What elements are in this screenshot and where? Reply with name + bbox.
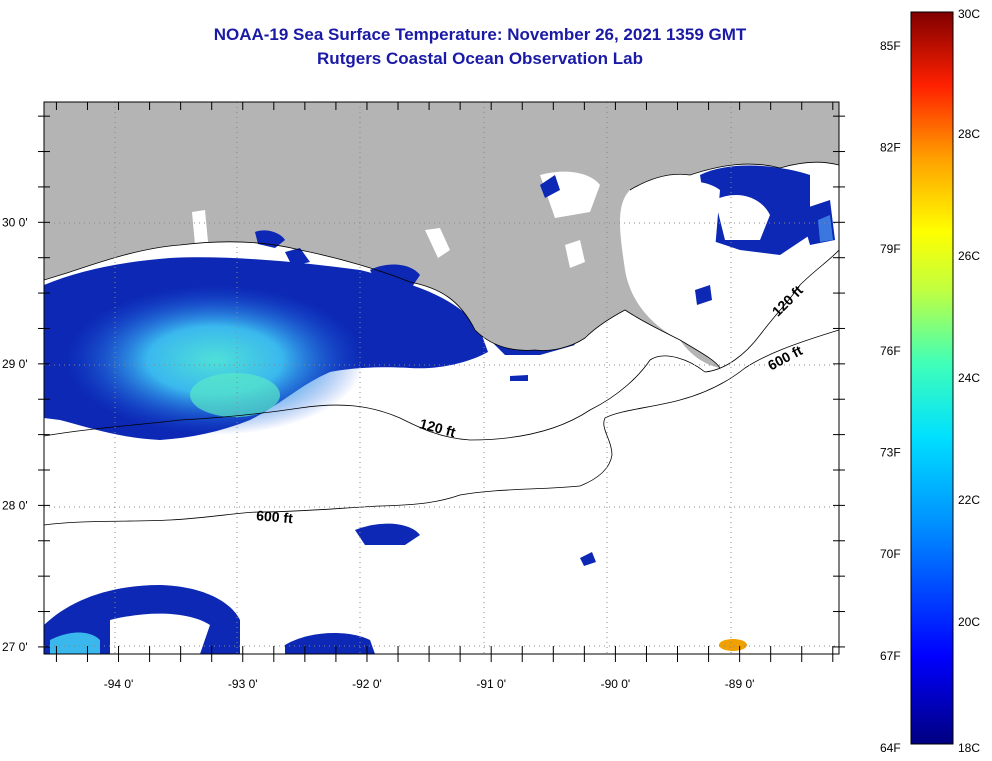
coastline [44,161,839,369]
map-frame-border [43,101,840,655]
lake-patch-3 [285,248,310,266]
south-patch-2 [285,633,375,654]
colorbar-celsius-label: 24C [958,371,980,385]
lon-label: -93 0' [228,677,258,691]
colorbar-fahrenheit-label: 64F [880,741,901,755]
colorbar-labels: 30C 28C 26C 24C 22C 20C 18C 85F 82F 79F 76F 73F 70F 6… [880,7,980,755]
colorbar-fahrenheit-label: 79F [880,242,901,256]
lat-label: 29 0' [2,357,28,371]
map-layers [44,102,839,654]
colorbar-fahrenheit-label: 76F [880,344,901,358]
lat-label: 27 0' [2,640,28,654]
lake-patch-1 [540,175,560,198]
colorbar [910,11,954,745]
latitude-labels: 30 0' 29 0' 28 0' 27 0' [2,215,28,654]
lon-label: -89 0' [725,677,755,691]
map-title: NOAA-19 Sea Surface Temperature: Novembe… [213,25,747,44]
warm-spot-south [719,639,747,651]
contour-120ft-west [44,249,839,441]
lon-label: -94 0' [104,677,134,691]
delta-cloud-patch [715,195,770,240]
graticule [44,102,839,654]
colorbar-fahrenheit-label: 67F [880,649,901,663]
longitude-labels: -94 0' -93 0' -92 0' -91 0' -90 0' -89 0' [104,677,755,691]
lon-label: -91 0' [476,677,506,691]
cloud-patch-2 [565,240,585,268]
contour-600ft-west [44,329,839,526]
cloud-patch-3 [425,228,450,258]
map-subtitle: Rutgers Coastal Ocean Observation Lab [317,49,643,68]
colorbar-fahrenheit-label: 73F [880,446,901,460]
south-patch-3 [355,523,420,545]
contour-label-600ft-west: 600 ft [256,507,294,526]
lat-label: 30 0' [2,215,28,229]
south-patch-5 [510,375,528,381]
cloud-region-east [640,181,720,330]
lake-patch-4 [370,264,420,290]
colorbar-celsius-label: 18C [958,741,980,755]
colorbar-fahrenheit-label: 70F [880,547,901,561]
colorbar-celsius-label: 20C [958,615,980,629]
delta-warm-spot [818,215,833,242]
warm-water-core [65,285,365,435]
lat-label: 28 0' [2,498,28,512]
tick-marks [38,102,845,662]
warm-water-hotspot [190,373,280,417]
south-patch-4 [580,552,596,566]
colorbar-celsius-label: 30C [958,7,980,21]
colorbar-celsius-label: 26C [958,249,980,263]
colorbar-celsius-label: 28C [958,127,980,141]
colorbar-celsius-label: 22C [958,493,980,507]
lon-label: -90 0' [601,677,631,691]
lake-patch-5 [695,285,712,305]
lake-cloud [192,210,208,245]
south-cloud-gap [110,613,210,654]
colorbar-fahrenheit-label: 82F [880,141,901,155]
colorbar-fahrenheit-label: 85F [880,39,901,53]
lon-label: -92 0' [352,677,382,691]
